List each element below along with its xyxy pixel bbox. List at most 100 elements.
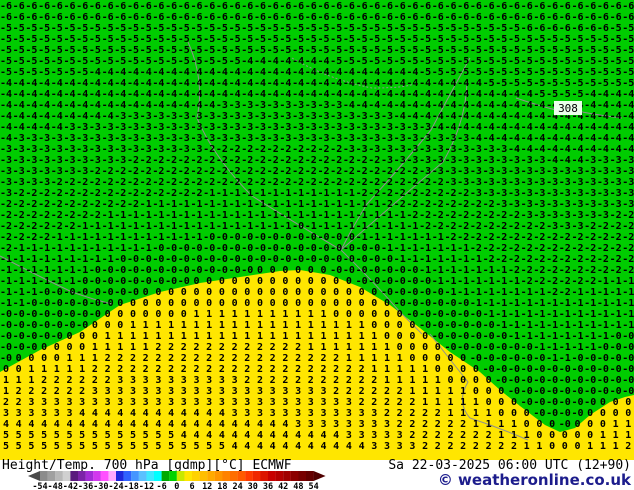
svg-text:-2: -2 [356, 166, 368, 177]
svg-text:-2: -2 [546, 243, 558, 254]
svg-text:-3: -3 [495, 144, 507, 155]
svg-text:-2: -2 [546, 254, 558, 265]
svg-text:-1: -1 [152, 199, 164, 210]
svg-text:-3: -3 [343, 122, 355, 133]
svg-text:3: 3 [371, 408, 377, 419]
svg-text:-5: -5 [127, 56, 139, 67]
svg-text:-5: -5 [533, 56, 545, 67]
svg-text:-0: -0 [343, 254, 355, 265]
svg-text:3: 3 [320, 419, 326, 430]
svg-text:0: 0 [174, 482, 179, 490]
svg-text:-2: -2 [38, 210, 50, 221]
svg-text:-1: -1 [330, 221, 342, 232]
svg-text:-5: -5 [584, 56, 596, 67]
svg-text:1: 1 [333, 320, 339, 331]
svg-text:-4: -4 [203, 100, 215, 111]
svg-text:-3: -3 [521, 188, 533, 199]
svg-text:4: 4 [219, 430, 225, 441]
svg-text:-1: -1 [317, 199, 329, 210]
svg-text:-0: -0 [470, 331, 482, 342]
svg-text:2: 2 [473, 430, 479, 441]
svg-text:-5: -5 [457, 67, 469, 78]
svg-text:-3: -3 [432, 144, 444, 155]
svg-text:1: 1 [105, 331, 111, 342]
svg-text:-2: -2 [508, 232, 520, 243]
svg-text:-4: -4 [483, 89, 495, 100]
svg-text:-1: -1 [495, 298, 507, 309]
svg-text:-2: -2 [140, 177, 152, 188]
svg-text:-1: -1 [165, 199, 177, 210]
svg-text:3: 3 [359, 430, 365, 441]
svg-text:4: 4 [282, 419, 288, 430]
svg-text:-4: -4 [457, 89, 469, 100]
svg-text:5: 5 [16, 441, 22, 452]
svg-text:-3: -3 [292, 100, 304, 111]
svg-text:-2: -2 [25, 232, 37, 243]
svg-text:2: 2 [270, 364, 276, 375]
svg-text:2: 2 [359, 375, 365, 386]
svg-text:-2: -2 [597, 265, 609, 276]
svg-text:-6: -6 [533, 1, 545, 12]
svg-text:-3: -3 [13, 177, 25, 188]
svg-text:-1: -1 [13, 276, 25, 287]
svg-text:0: 0 [397, 342, 403, 353]
svg-text:-2: -2 [533, 232, 545, 243]
svg-text:-1: -1 [25, 254, 37, 265]
svg-text:-1: -1 [330, 199, 342, 210]
svg-text:-4: -4 [432, 122, 444, 133]
svg-text:5: 5 [130, 430, 136, 441]
svg-text:0: 0 [270, 265, 276, 276]
svg-text:-2: -2 [571, 254, 583, 265]
svg-text:-2: -2 [533, 254, 545, 265]
svg-text:-4: -4 [317, 78, 329, 89]
svg-text:-1: -1 [152, 221, 164, 232]
svg-text:-1: -1 [559, 298, 571, 309]
svg-text:-4: -4 [165, 78, 177, 89]
svg-text:-3: -3 [508, 199, 520, 210]
svg-text:-0: -0 [38, 331, 50, 342]
svg-text:-0: -0 [457, 298, 469, 309]
svg-text:-2: -2 [13, 210, 25, 221]
svg-text:2: 2 [193, 342, 199, 353]
svg-text:-5: -5 [63, 23, 75, 34]
svg-text:5: 5 [41, 430, 47, 441]
svg-text:-3: -3 [584, 166, 596, 177]
svg-text:24: 24 [232, 482, 242, 490]
svg-text:-5: -5 [76, 45, 88, 56]
svg-text:-3: -3 [51, 155, 63, 166]
svg-text:-3: -3 [368, 122, 380, 133]
svg-text:4: 4 [232, 441, 238, 452]
svg-text:-3: -3 [127, 144, 139, 155]
svg-text:-2: -2 [483, 232, 495, 243]
svg-text:-1: -1 [584, 342, 596, 353]
svg-text:-1: -1 [267, 221, 279, 232]
svg-text:-2: -2 [0, 232, 12, 243]
svg-text:-1: -1 [216, 210, 228, 221]
svg-text:1: 1 [92, 353, 98, 364]
svg-text:2: 2 [295, 364, 301, 375]
svg-text:-4: -4 [229, 78, 241, 89]
svg-text:-2: -2 [533, 276, 545, 287]
svg-text:-4: -4 [229, 67, 241, 78]
svg-text:-2: -2 [406, 199, 418, 210]
copyright-link[interactable]: © weatheronline.co.uk [437, 471, 631, 489]
svg-text:-6: -6 [317, 12, 329, 23]
svg-text:-5: -5 [508, 56, 520, 67]
svg-text:-1: -1 [102, 232, 114, 243]
svg-text:-5: -5 [317, 34, 329, 45]
svg-text:2: 2 [447, 419, 453, 430]
svg-text:0: 0 [232, 287, 238, 298]
svg-text:-2: -2 [254, 155, 266, 166]
svg-text:3: 3 [143, 386, 149, 397]
svg-text:-2: -2 [546, 265, 558, 276]
svg-text:-1: -1 [165, 221, 177, 232]
svg-text:-3: -3 [559, 177, 571, 188]
scale-right-arrow [313, 471, 326, 481]
svg-text:0: 0 [409, 331, 415, 342]
svg-text:-5: -5 [508, 67, 520, 78]
svg-text:-0: -0 [356, 254, 368, 265]
svg-text:4: 4 [143, 419, 149, 430]
svg-text:-6: -6 [571, 1, 583, 12]
svg-text:-1: -1 [559, 342, 571, 353]
svg-text:-5: -5 [381, 23, 393, 34]
